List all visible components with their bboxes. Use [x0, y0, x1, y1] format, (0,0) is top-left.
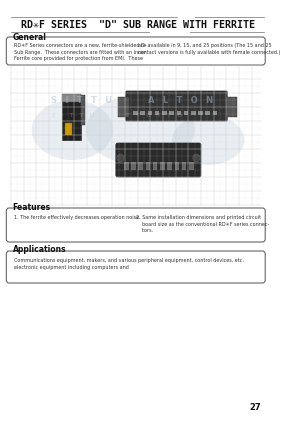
Bar: [226, 97, 237, 117]
Text: peripheral equipment, control devices, etc.: peripheral equipment, control devices, e…: [139, 258, 244, 263]
Bar: [167, 162, 172, 170]
Text: 27: 27: [249, 402, 261, 411]
Bar: [153, 162, 158, 170]
Bar: [198, 111, 203, 115]
Bar: [131, 162, 136, 170]
Bar: [82, 95, 85, 125]
Bar: [175, 162, 179, 170]
Bar: [191, 111, 196, 115]
Bar: [61, 94, 82, 102]
Text: Communications equipment, makers, and various
electronic equipment including com: Communications equipment, makers, and va…: [14, 258, 136, 269]
Bar: [146, 162, 150, 170]
Text: Features: Features: [13, 202, 51, 212]
Text: Applications: Applications: [13, 244, 66, 253]
Bar: [169, 111, 174, 115]
Bar: [61, 95, 82, 140]
Ellipse shape: [86, 95, 195, 165]
Ellipse shape: [117, 154, 124, 162]
Ellipse shape: [193, 154, 200, 162]
Text: 1. The ferrite effectively decreases operation noise.: 1. The ferrite effectively decreases ope…: [14, 215, 140, 220]
Text: 3 I T T U: 3 I T T U: [51, 113, 94, 117]
Bar: [206, 111, 210, 115]
Bar: [118, 97, 128, 117]
Text: RD✳F SERIES  "D" SUB RANGE WITH FERRITE: RD✳F SERIES "D" SUB RANGE WITH FERRITE: [21, 20, 255, 30]
Bar: [184, 111, 188, 115]
Bar: [133, 111, 138, 115]
Ellipse shape: [172, 115, 244, 165]
Bar: [124, 162, 128, 170]
Bar: [140, 111, 145, 115]
Bar: [155, 111, 159, 115]
Text: T T U T T O: T T U T T O: [126, 113, 182, 117]
FancyBboxPatch shape: [116, 143, 201, 177]
Bar: [182, 162, 187, 170]
Bar: [213, 111, 217, 115]
FancyBboxPatch shape: [6, 208, 265, 242]
Text: are available in 9, 15, and 25 positions (The 15 and 25
contact versions is full: are available in 9, 15, and 25 positions…: [139, 43, 281, 54]
Text: 2. Same installation dimensions and printed circuit
    board size as the conven: 2. Same installation dimensions and prin…: [136, 215, 269, 233]
Ellipse shape: [32, 100, 113, 160]
Text: S I T T U: S I T T U: [51, 96, 112, 105]
Bar: [189, 162, 194, 170]
FancyBboxPatch shape: [6, 37, 265, 65]
Bar: [162, 111, 166, 115]
Bar: [65, 123, 72, 135]
Text: General: General: [13, 32, 46, 42]
FancyBboxPatch shape: [126, 91, 227, 121]
Bar: [176, 111, 181, 115]
Text: A L T O N: A L T O N: [148, 96, 214, 105]
Bar: [148, 111, 152, 115]
FancyBboxPatch shape: [6, 251, 265, 283]
Text: RD✳F Series connectors are a new, ferrite-shielded D-
Sub Range.  These connecto: RD✳F Series connectors are a new, ferrit…: [14, 43, 146, 61]
Bar: [160, 162, 165, 170]
Bar: [139, 162, 143, 170]
